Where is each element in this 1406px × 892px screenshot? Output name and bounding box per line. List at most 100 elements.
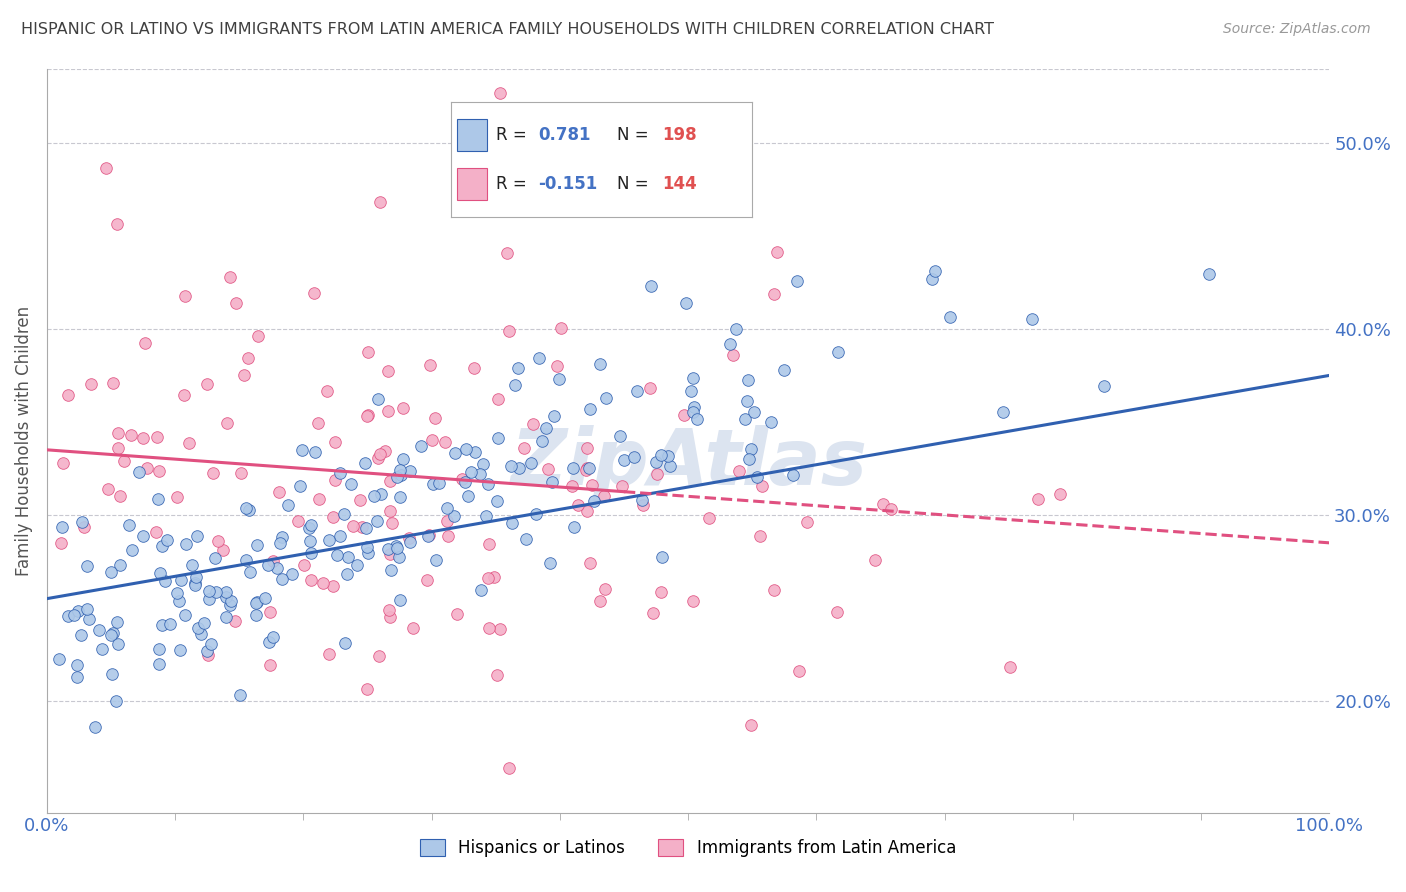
Point: [342, 519, 364, 533]
Point: [751, 479, 773, 493]
Point: [332, 507, 354, 521]
Point: [640, 278, 662, 293]
Point: [650, 584, 672, 599]
Point: [513, 441, 536, 455]
Point: [337, 550, 360, 565]
Point: [219, 598, 242, 612]
Point: [291, 443, 314, 458]
Point: [437, 529, 460, 543]
Point: [112, 454, 135, 468]
Point: [420, 433, 443, 447]
Point: [718, 337, 741, 351]
Point: [454, 475, 477, 489]
Point: [389, 463, 412, 477]
Point: [377, 404, 399, 418]
Point: [498, 761, 520, 775]
Point: [277, 498, 299, 512]
Point: [1021, 312, 1043, 326]
Point: [478, 537, 501, 551]
Point: [308, 492, 330, 507]
Point: [368, 648, 391, 663]
Point: [70, 515, 93, 529]
Point: [101, 666, 124, 681]
Point: [326, 548, 349, 562]
Point: [454, 442, 477, 456]
Point: [51, 536, 73, 550]
Point: [312, 576, 335, 591]
Point: [630, 492, 652, 507]
Point: [97, 482, 120, 496]
Point: [77, 612, 100, 626]
Point: [1198, 267, 1220, 281]
Point: [682, 370, 704, 384]
Text: Source: ZipAtlas.com: Source: ZipAtlas.com: [1223, 22, 1371, 37]
Point: [575, 463, 598, 477]
Point: [245, 596, 267, 610]
Point: [110, 558, 132, 573]
Point: [323, 435, 346, 450]
Point: [682, 405, 704, 419]
Point: [205, 585, 228, 599]
Point: [939, 310, 962, 324]
Point: [626, 384, 648, 399]
Point: [485, 668, 508, 682]
Point: [150, 539, 173, 553]
Point: [451, 472, 474, 486]
Point: [207, 534, 229, 549]
Point: [236, 351, 259, 365]
Point: [508, 461, 530, 475]
Point: [120, 427, 142, 442]
Point: [91, 641, 114, 656]
Point: [235, 500, 257, 515]
Point: [298, 521, 321, 535]
Point: [366, 514, 388, 528]
Point: [121, 542, 143, 557]
Point: [238, 503, 260, 517]
Point: [924, 264, 946, 278]
Point: [583, 494, 606, 508]
Point: [322, 579, 344, 593]
Point: [444, 446, 467, 460]
Point: [389, 491, 412, 505]
Point: [1049, 486, 1071, 500]
Point: [686, 411, 709, 425]
Point: [246, 538, 269, 552]
Point: [356, 546, 378, 560]
Point: [398, 531, 420, 545]
Point: [254, 591, 277, 606]
Point: [333, 636, 356, 650]
Point: [219, 593, 242, 607]
Point: [239, 565, 262, 579]
Point: [174, 289, 197, 303]
Point: [562, 520, 585, 534]
Point: [197, 648, 219, 663]
Point: [356, 520, 378, 534]
Point: [740, 718, 762, 732]
Point: [477, 571, 499, 585]
Point: [579, 401, 602, 416]
Point: [170, 573, 193, 587]
Point: [486, 431, 509, 445]
Point: [385, 470, 408, 484]
Point: [503, 377, 526, 392]
Point: [145, 524, 167, 539]
Point: [193, 616, 215, 631]
Point: [546, 359, 568, 374]
Point: [224, 615, 246, 629]
Point: [409, 440, 432, 454]
Point: [419, 359, 441, 373]
Point: [187, 621, 209, 635]
Point: [471, 457, 494, 471]
Point: [464, 445, 486, 459]
Point: [262, 553, 284, 567]
Point: [425, 552, 447, 566]
Point: [515, 532, 537, 546]
Point: [66, 604, 89, 618]
Point: [575, 461, 598, 475]
Point: [567, 499, 589, 513]
Point: [446, 607, 468, 622]
Point: [146, 491, 169, 506]
Point: [367, 451, 389, 466]
Point: [766, 245, 789, 260]
Point: [418, 529, 440, 543]
